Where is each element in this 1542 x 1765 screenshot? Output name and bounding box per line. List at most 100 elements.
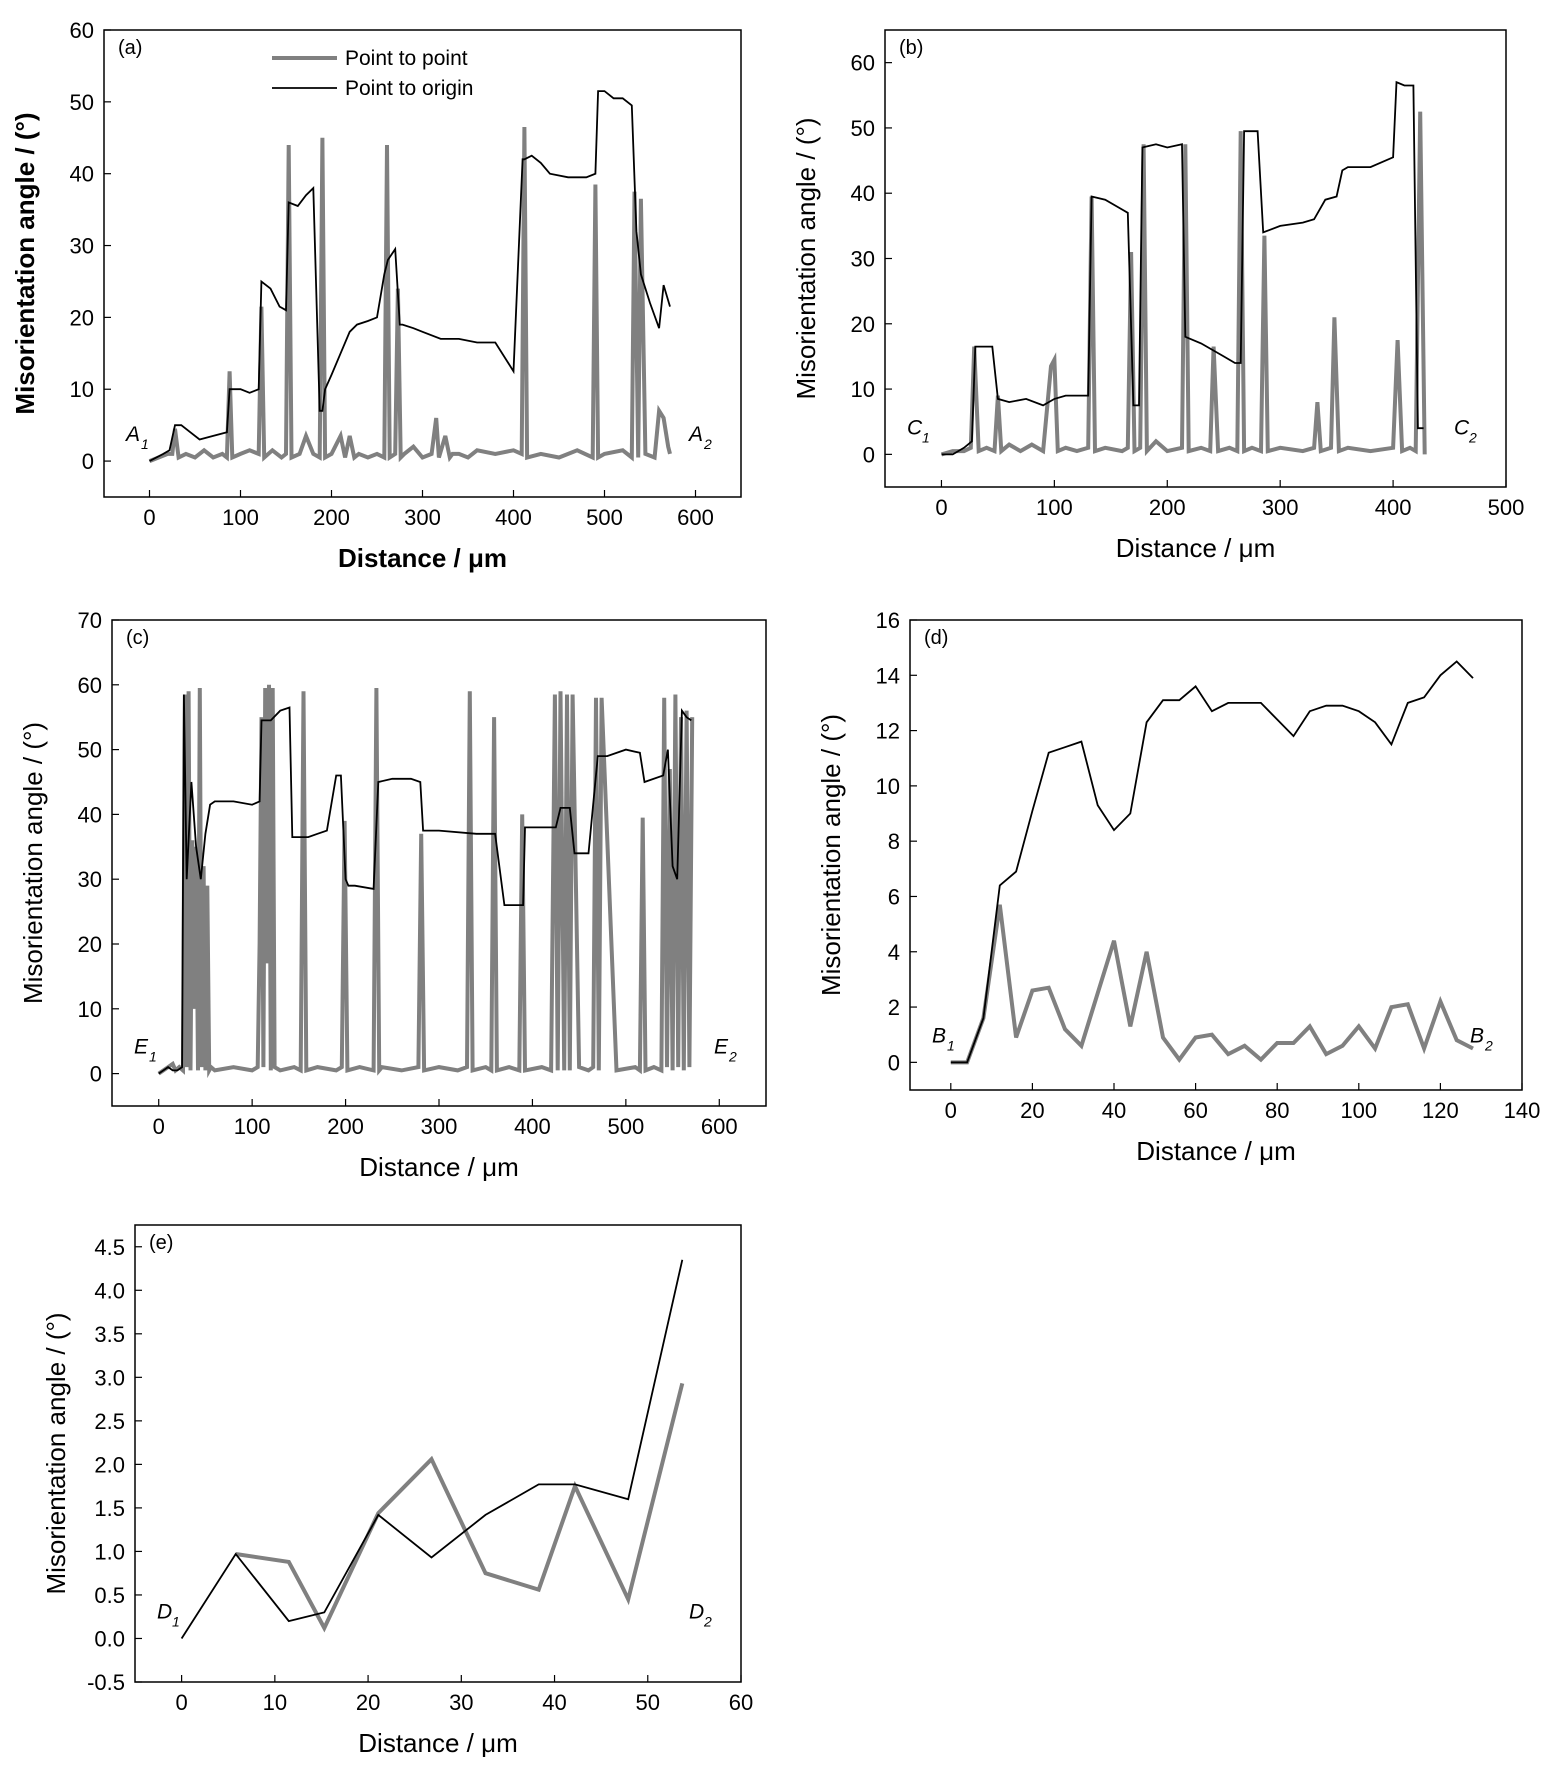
y-tick-label: 3.0 xyxy=(94,1365,125,1390)
y-tick-label: 0 xyxy=(888,1050,900,1075)
endpoint-start-subscript: 1 xyxy=(947,1037,955,1053)
endpoint-end-subscript: 2 xyxy=(1484,1037,1493,1053)
legend-label-point-to-origin: Point to origin xyxy=(345,77,473,100)
x-tick-label: 300 xyxy=(421,1114,458,1139)
y-tick-label: 20 xyxy=(78,932,102,957)
y-tick-label: 40 xyxy=(78,802,102,827)
panel-d: 0 20 40 60 80 100 120 1400246810121416Distance … xyxy=(816,608,1540,1166)
series-point-to-point xyxy=(940,111,1427,457)
panel-a: 0 100 200 300 400 500 600 0 10 20 30 40 50 60 Distance… xyxy=(10,18,742,573)
legend-label-point-to-point: Point to point xyxy=(345,47,468,70)
series-point-to-origin xyxy=(950,660,1474,1064)
x-tick-label: 300 xyxy=(1262,495,1299,520)
y-tick-label: 60 xyxy=(851,51,875,76)
x-tick-label: 500 xyxy=(607,1114,644,1139)
x-tick-label: 50 xyxy=(636,1690,660,1715)
endpoint-start-letter: C xyxy=(907,416,923,439)
y-tick-label: 4.0 xyxy=(94,1278,125,1303)
series-point-to-point xyxy=(157,684,695,1079)
y-tick-label: 0.0 xyxy=(94,1626,125,1651)
series-point-to-origin xyxy=(941,80,1424,456)
x-tick-label: 20 xyxy=(356,1690,380,1715)
y-tick-label: 50 xyxy=(851,116,875,141)
y-tick-label: 0 xyxy=(863,442,875,467)
series-point-to-point xyxy=(950,904,1474,1065)
y-tick-label: 4.5 xyxy=(94,1235,125,1260)
endpoint-end-letter: C xyxy=(1454,416,1470,439)
y-tick-label: -0.5 xyxy=(87,1670,125,1695)
y-axis-title: Misorientation angle / (°) xyxy=(10,112,40,414)
panel-label: (e) xyxy=(149,1232,173,1254)
y-tick-label: 60 xyxy=(70,18,94,43)
x-tick-label: 0 xyxy=(143,505,155,530)
endpoint-end-letter: B xyxy=(1470,1024,1484,1047)
x-tick-label: 400 xyxy=(514,1114,551,1139)
endpoint-end-subscript: 2 xyxy=(728,1049,737,1065)
x-tick-label: 20 xyxy=(1020,1098,1044,1123)
legend: Point to point Point to origin xyxy=(272,47,473,100)
y-tick-label: 2.5 xyxy=(94,1409,125,1434)
x-tick-label: 200 xyxy=(1149,495,1186,520)
x-tick-label: 0 xyxy=(175,1690,187,1715)
x-tick-label: 60 xyxy=(1183,1098,1207,1123)
plot-frame xyxy=(909,619,1523,1091)
panel-label: (c) xyxy=(126,627,149,649)
y-tick-label: 40 xyxy=(851,181,875,206)
y-tick-label: 8 xyxy=(888,829,900,854)
y-tick-label: 0 xyxy=(90,1062,102,1087)
series-point-to-point xyxy=(235,1382,685,1633)
endpoint-start-subscript: 1 xyxy=(149,1049,157,1065)
y-tick-label: 10 xyxy=(78,997,102,1022)
endpoint-start-subscript: 1 xyxy=(172,1613,180,1629)
x-tick-label: 400 xyxy=(1375,495,1412,520)
y-tick-label: 40 xyxy=(70,162,94,187)
panel-b: 0 100 200 300 400 500 0 10 20 30 40 50 60 Distance / … xyxy=(791,29,1525,563)
x-tick-label: 600 xyxy=(677,505,714,530)
series-point-to-origin xyxy=(158,694,692,1075)
y-tick-label: 0.5 xyxy=(94,1583,125,1608)
x-tick-label: 40 xyxy=(1102,1098,1126,1123)
endpoint-start-subscript: 1 xyxy=(141,436,149,452)
endpoint-end-subscript: 2 xyxy=(1468,429,1477,445)
y-tick-label: 0 xyxy=(82,449,94,474)
y-tick-label: 70 xyxy=(78,608,102,633)
y-tick-label: 10 xyxy=(876,774,900,799)
y-tick-label: 1.0 xyxy=(94,1539,125,1564)
panel-label: (d) xyxy=(924,627,948,649)
y-tick-label: 3.5 xyxy=(94,1322,125,1347)
endpoint-end-letter: D xyxy=(689,1600,704,1623)
y-axis-title: Misorientation angle / (°) xyxy=(791,117,821,399)
y-tick-label: 50 xyxy=(78,738,102,763)
x-axis-title: Distance / μm xyxy=(359,1152,518,1182)
endpoint-start-letter: D xyxy=(157,1600,172,1623)
series-point-to-point xyxy=(148,126,672,463)
x-tick-label: 500 xyxy=(586,505,623,530)
x-tick-label: 0 xyxy=(945,1098,957,1123)
x-tick-label: 0 xyxy=(935,495,947,520)
y-tick-label: 2 xyxy=(888,995,900,1020)
endpoint-start-letter: A xyxy=(124,423,140,446)
y-tick-label: 30 xyxy=(78,867,102,892)
y-axis-title: Misorientation angle / (°) xyxy=(18,722,48,1004)
y-tick-label: 1.5 xyxy=(94,1496,125,1521)
x-axis-title: Distance / μm xyxy=(338,543,507,573)
y-tick-label: 50 xyxy=(70,90,94,115)
panel-e: 0 10 20 30 40 50 60 -0.5 0.0 0.5 1.0 1.5 2.0 2.5 3.0 3.… xyxy=(41,1224,753,1758)
y-axis-title: Misorientation angle / (°) xyxy=(41,1312,71,1594)
x-tick-label: 40 xyxy=(542,1690,566,1715)
endpoint-start-subscript: 1 xyxy=(922,429,930,445)
x-tick-label: 120 xyxy=(1422,1098,1459,1123)
x-tick-label: 10 xyxy=(263,1690,287,1715)
y-tick-label: 10 xyxy=(70,377,94,402)
x-tick-label: 500 xyxy=(1488,495,1525,520)
x-tick-label: 200 xyxy=(327,1114,364,1139)
y-axis-title: Misorientation angle / (°) xyxy=(816,714,846,996)
